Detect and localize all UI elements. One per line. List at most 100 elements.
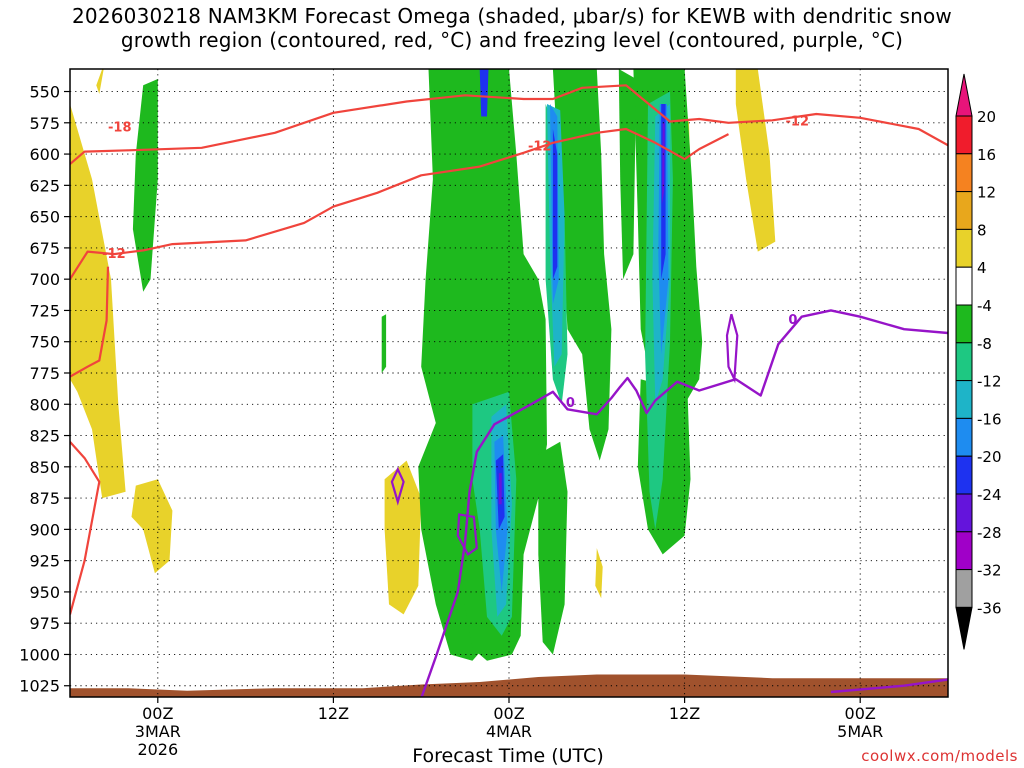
- dgz-contour-3: [70, 266, 110, 378]
- colorbar-swatch-11: [955, 531, 973, 571]
- freezing-loop-0: [390, 466, 405, 506]
- x-tick-year-0: 2026: [137, 740, 178, 759]
- colorbar-label-3: 8: [977, 221, 987, 239]
- colorbar-swatch-7: [955, 380, 973, 419]
- omega-region-0: [70, 104, 126, 499]
- freezing-contour-1: [830, 678, 948, 694]
- colorbar-label-5: -4: [977, 297, 992, 315]
- colorbar-label-13: -36: [977, 599, 1002, 617]
- y-tick-label-800: 800: [29, 395, 60, 414]
- y-tick-label-850: 850: [29, 458, 60, 477]
- colorbar: 20 16 12 8 4 -4 -8 -12 -16 -20 -24 -28 -32 -36: [955, 73, 1002, 650]
- colorbar-label-11: -28: [977, 524, 1002, 542]
- x-tick-date-4: 5MAR: [837, 722, 883, 741]
- omega-region-6: [595, 548, 603, 599]
- colorbar-label-6: -8: [977, 335, 992, 353]
- colorbar-label-1: 16: [977, 146, 996, 164]
- omega-region-8: [381, 314, 387, 373]
- x-tick-date-0: 3MAR: [135, 722, 181, 741]
- omega-region-29: [661, 122, 665, 205]
- colorbar-label-4: 4: [977, 259, 987, 277]
- colorbar-swatch-6: [955, 342, 973, 382]
- colorbar-label-10: -24: [977, 486, 1002, 504]
- colorbar-label-12: -32: [977, 562, 1002, 580]
- x-tick-label-0: 00Z: [142, 704, 173, 723]
- y-tick-label-600: 600: [29, 145, 60, 164]
- y-tick-label-575: 575: [29, 114, 60, 133]
- x-tick-date-2: 4MAR: [486, 722, 532, 741]
- freezing-loop-2: [725, 313, 739, 384]
- colorbar-swatch-9: [955, 455, 973, 495]
- y-tick-label-900: 900: [29, 520, 60, 539]
- contour-lines: [70, 84, 948, 697]
- colorbar-label-0: 20: [977, 108, 996, 126]
- credit-text: coolwx.com/models: [861, 747, 1018, 765]
- dgz-label-minus12-c: -12: [786, 114, 810, 129]
- terrain-fill: [70, 674, 948, 697]
- colorbar-swatch-12: [955, 569, 973, 608]
- omega-region-30: [498, 473, 502, 505]
- y-tick-label-650: 650: [29, 208, 60, 227]
- colorbar-label-7: -12: [977, 373, 1002, 391]
- dgz-contour-0: [70, 84, 948, 165]
- y-tick-label-1025: 1025: [19, 677, 60, 696]
- omega-region-10: [552, 69, 612, 461]
- colorbar-swatch-3: [955, 228, 973, 268]
- x-tick-label-1: 12Z: [318, 704, 349, 723]
- omega-shading: [70, 69, 776, 661]
- x-tick-label-3: 12Z: [669, 704, 700, 723]
- chart-title-line1: 2026030218 NAM3KM Forecast Omega (shaded…: [71, 4, 952, 28]
- y-tick-label-925: 925: [29, 552, 60, 571]
- colorbar-swatch-5: [955, 304, 973, 344]
- omega-region-26: [552, 129, 558, 280]
- dgz-label-minus12-a: -12: [102, 247, 126, 262]
- y-tick-label-825: 825: [29, 427, 60, 446]
- x-axis-title: Forecast Time (UTC): [412, 745, 604, 767]
- y-tick-label-625: 625: [29, 176, 60, 195]
- colorbar-bottom-arrow: [955, 606, 973, 650]
- dgz-contour-2: [70, 441, 101, 615]
- y-tick-label-775: 775: [29, 364, 60, 383]
- colorbar-swatch-2: [955, 191, 973, 230]
- omega-region-12: [618, 69, 637, 280]
- y-tick-label-975: 975: [29, 614, 60, 633]
- omega-region-15: [538, 441, 568, 655]
- omega-region-4: [735, 69, 776, 252]
- y-tick-label-725: 725: [29, 301, 60, 320]
- colorbar-swatch-10: [955, 493, 973, 533]
- chart-title-line2: growth region (contoured, red, °C) and f…: [120, 28, 904, 52]
- dgz-label-minus12-b: -12: [528, 139, 552, 154]
- x-tick-label-4: 00Z: [845, 704, 876, 723]
- dgz-label-minus18: -18: [108, 121, 132, 136]
- y-tick-label-675: 675: [29, 239, 60, 258]
- omega-region-25: [479, 69, 489, 117]
- colorbar-swatch-4: [955, 266, 973, 306]
- chart-title: 2026030218 NAM3KM Forecast Omega (shaded…: [0, 4, 1024, 52]
- colorbar-swatch-0: [955, 115, 973, 155]
- freezing-contour-0: [420, 309, 948, 697]
- freezing-loop-1: [456, 513, 478, 557]
- colorbar-label-2: 12: [977, 184, 996, 202]
- omega-region-7: [132, 79, 158, 292]
- contour-labels: -18 -12 -12 -12 0 0: [102, 114, 809, 410]
- y-tick-label-550: 550: [29, 83, 60, 102]
- colorbar-top-arrow: [955, 73, 973, 117]
- y-axis: 550 575 600 625 650 675 700 725 750 775 800 825 850 8…: [19, 83, 70, 696]
- omega-region-1: [131, 479, 173, 574]
- y-tick-label-1000: 1000: [19, 645, 60, 664]
- freezing-label-a: 0: [566, 396, 575, 411]
- colorbar-label-8: -16: [977, 410, 1002, 428]
- colorbar-swatch-1: [955, 153, 973, 193]
- omega-region-3: [384, 460, 422, 615]
- x-tick-label-2: 00Z: [493, 704, 524, 723]
- dgz-contour-1: [70, 127, 730, 280]
- colorbar-swatch-8: [955, 417, 973, 457]
- y-tick-label-700: 700: [29, 270, 60, 289]
- grid-lines: [70, 69, 948, 697]
- freezing-label-b: 0: [788, 313, 797, 328]
- y-tick-label-875: 875: [29, 489, 60, 508]
- y-tick-label-750: 750: [29, 333, 60, 352]
- colorbar-label-9: -20: [977, 448, 1002, 466]
